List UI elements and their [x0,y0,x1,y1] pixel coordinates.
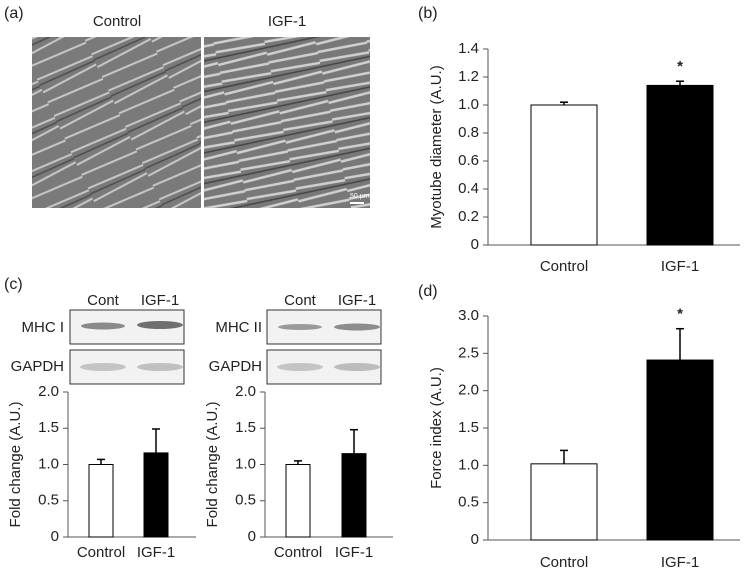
blot: Cont IGF-1 MHC I GAPDH [11,292,185,385]
significance-mark: * [677,306,683,323]
panel-label: (a) [4,5,24,22]
y-tick-label: 1.5 [38,419,59,436]
blot-column: Cont [284,292,317,309]
y-tick-label: 0 [248,528,256,545]
y-tick-label: 0 [51,528,59,545]
y-tick-label: 1.0 [235,455,256,472]
y-tick-label: 2.0 [38,383,59,400]
x-tick-label: IGF-1 [661,554,699,571]
x-tick-label: IGF-1 [661,258,699,275]
y-tick-label: 1.0 [38,455,59,472]
panel-label: (d) [418,283,438,300]
x-tick-label: IGF-1 [335,544,373,561]
x-tick-label: Control [540,258,588,275]
y-tick-label: 1.5 [235,419,256,436]
x-tick-label: Control [77,544,125,561]
bar [646,84,714,246]
y-tick-label: 2.0 [458,382,479,399]
x-tick-label: IGF-1 [137,544,175,561]
bar [285,464,311,538]
micrograph [32,37,201,208]
y-axis-label: Fold change (A.U.) [7,402,24,528]
panel-label: (c) [4,276,23,293]
x-tick-label: Control [540,554,588,571]
blot-column: IGF-1 [141,292,179,309]
significance-mark: * [677,58,683,75]
y-tick-label: 0.8 [458,124,479,141]
y-tick-label: 2.5 [458,344,479,361]
scale-bar-label: 50 µm [350,193,370,200]
y-tick-label: 1.0 [458,456,479,473]
blot-row: GAPDH [11,358,64,375]
y-tick-label: 0 [471,236,479,253]
y-tick-label: 0.5 [235,492,256,509]
y-tick-label: 1.5 [458,419,479,436]
y-tick-label: 2.0 [235,383,256,400]
y-tick-label: 0.6 [458,152,479,169]
y-tick-label: 1.0 [458,96,479,113]
y-tick-label: 0.5 [38,492,59,509]
panel-label: (b) [418,5,438,22]
blot-column: IGF-1 [338,292,376,309]
y-tick-label: 0.4 [458,180,479,197]
y-tick-label: 3.0 [458,307,479,324]
x-tick-label: Control [274,544,322,561]
y-axis-label: Force index (A.U.) [428,367,445,489]
bar [143,452,169,538]
bar [341,453,367,538]
y-tick-label: 0.2 [458,208,479,225]
image-label: Control [93,13,141,30]
y-axis-label: Myotube diameter (A.U.) [428,65,445,228]
micrograph [204,37,370,208]
blot: Cont IGF-1 MHC II GAPDH [209,292,382,385]
blot-row: GAPDH [209,358,262,375]
bar [88,464,114,538]
y-tick-label: 0.5 [458,494,479,511]
bar [530,463,598,541]
y-tick-label: 1.2 [458,68,479,85]
y-tick-label: 0 [471,531,479,548]
bar [530,104,598,246]
blot-column: Cont [87,292,120,309]
blot-row: MHC I [22,319,65,336]
blot-row: MHC II [215,319,262,336]
y-tick-label: 1.4 [458,40,479,57]
image-label: IGF-1 [268,13,306,30]
y-axis-label: Fold change (A.U.) [204,402,221,528]
bar [646,359,714,541]
